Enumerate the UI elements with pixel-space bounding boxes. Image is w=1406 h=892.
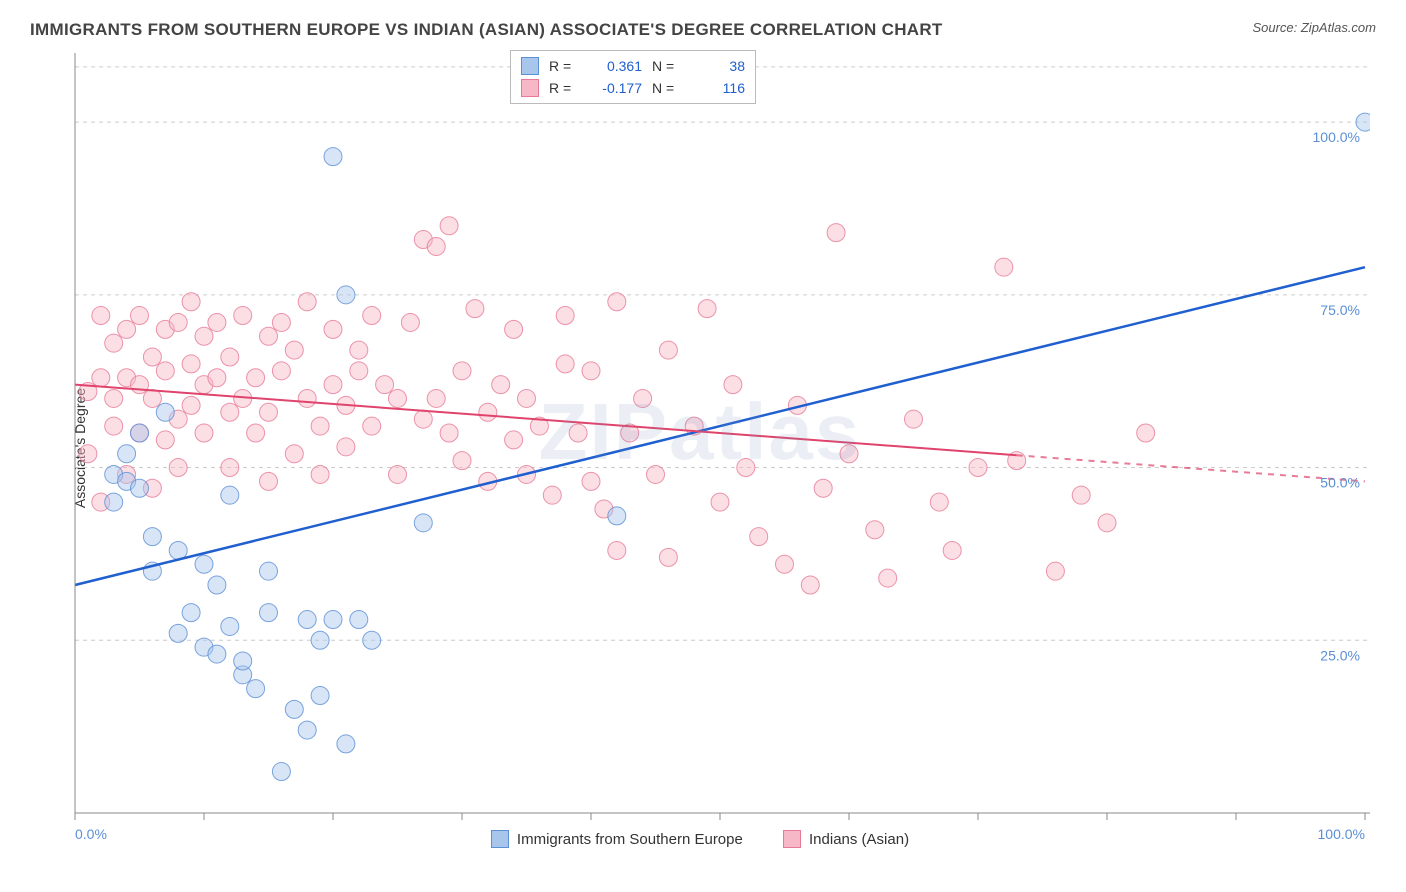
legend-item-1: Immigrants from Southern Europe: [491, 830, 743, 848]
header: IMMIGRANTS FROM SOUTHERN EUROPE VS INDIA…: [30, 20, 1376, 40]
scatter-points: [79, 113, 1370, 780]
legend-row-series-1: R = 0.361 N = 38: [521, 55, 745, 77]
chart-title: IMMIGRANTS FROM SOUTHERN EUROPE VS INDIA…: [30, 20, 943, 40]
source-attribution: Source: ZipAtlas.com: [1252, 20, 1376, 35]
n-value-2: 116: [690, 80, 745, 96]
legend-row-series-2: R = -0.177 N = 116: [521, 77, 745, 99]
source-value: ZipAtlas.com: [1301, 20, 1376, 35]
r-label: R =: [549, 80, 577, 96]
n-label: N =: [652, 80, 680, 96]
trend-lines: [75, 267, 1365, 585]
axes: [75, 53, 1370, 820]
r-value-1: 0.361: [587, 58, 642, 74]
legend-item-2: Indians (Asian): [783, 830, 909, 848]
swatch-series-1: [491, 830, 509, 848]
swatch-series-1: [521, 57, 539, 75]
swatch-series-2: [783, 830, 801, 848]
r-value-2: -0.177: [587, 80, 642, 96]
svg-text:25.0%: 25.0%: [1320, 647, 1360, 663]
legend-label-1: Immigrants from Southern Europe: [517, 831, 743, 848]
svg-text:100.0%: 100.0%: [1313, 129, 1360, 145]
source-label: Source:: [1252, 20, 1300, 35]
n-value-1: 38: [690, 58, 745, 74]
series-legend: Immigrants from Southern Europe Indians …: [30, 830, 1370, 852]
swatch-series-2: [521, 79, 539, 97]
svg-text:75.0%: 75.0%: [1320, 302, 1360, 318]
gridlines: [75, 67, 1370, 640]
scatter-chart: 25.0%50.0%75.0%100.0% 0.0%100.0%: [70, 48, 1370, 848]
chart-container: Associate's Degree R = 0.361 N = 38 R = …: [30, 48, 1370, 848]
legend-label-2: Indians (Asian): [809, 831, 909, 848]
y-tick-labels: 25.0% 50.0% 75.0% 100.0%: [1313, 129, 1360, 663]
svg-text:50.0%: 50.0%: [1320, 475, 1360, 491]
r-label: R =: [549, 58, 577, 74]
correlation-legend: R = 0.361 N = 38 R = -0.177 N = 116: [510, 50, 756, 104]
n-label: N =: [652, 58, 680, 74]
